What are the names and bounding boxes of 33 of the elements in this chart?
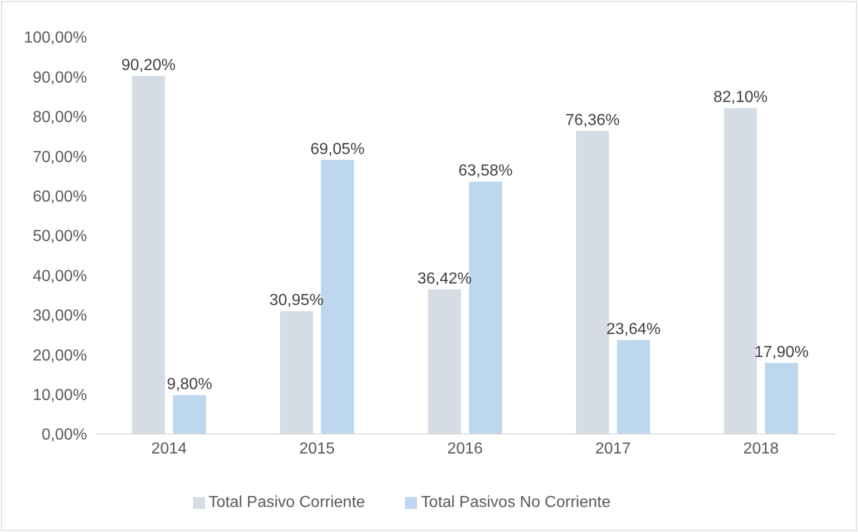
y-tick-label: 0,00%	[42, 426, 87, 444]
y-tick-label: 90,00%	[32, 69, 87, 86]
y-tick-label: 60,00%	[32, 188, 87, 206]
x-tick-label: 2016	[447, 440, 483, 458]
x-tick-label: 2018	[743, 440, 779, 458]
data-label: 36,42%	[417, 270, 472, 288]
y-tick-label: 50,00%	[32, 228, 87, 246]
bar	[321, 160, 354, 434]
y-tick-label: 40,00%	[32, 268, 87, 285]
bar	[173, 395, 206, 434]
y-tick-label: 70,00%	[32, 148, 87, 166]
y-tick-label: 100,00%	[24, 30, 87, 47]
data-label: 69,05%	[310, 140, 365, 158]
data-label: 30,95%	[269, 292, 324, 310]
data-label: 76,36%	[565, 112, 620, 129]
y-tick-label: 20,00%	[32, 347, 87, 364]
data-label: 9,80%	[166, 376, 212, 394]
x-tick-label: 2017	[595, 440, 631, 458]
y-tick-label: 10,00%	[32, 386, 87, 404]
legend-label: Total Pasivos No Corriente	[421, 494, 610, 511]
legend-label: Total Pasivo Corriente	[208, 494, 366, 511]
data-label: 17,90%	[754, 344, 809, 361]
y-tick-label: 30,00%	[32, 308, 87, 325]
x-tick-label: 2014	[151, 440, 187, 458]
bar	[617, 340, 650, 434]
data-label: 82,10%	[713, 89, 768, 106]
data-label: 23,64%	[606, 321, 661, 338]
y-tick-label: 80,00%	[32, 109, 87, 126]
bar	[469, 182, 502, 434]
x-tick-label: 2015	[299, 440, 335, 458]
data-label: 63,58%	[458, 162, 513, 180]
data-label: 90,20%	[121, 56, 176, 74]
bar	[765, 362, 798, 434]
